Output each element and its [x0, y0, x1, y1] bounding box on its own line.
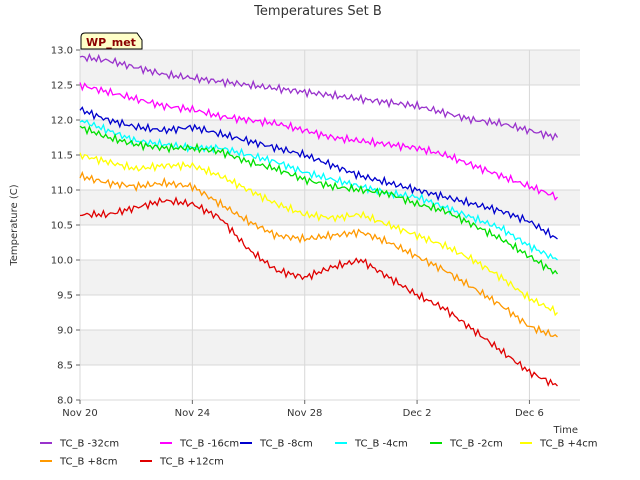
grid-band	[80, 120, 580, 155]
grid-band	[80, 330, 580, 365]
series-line-6	[79, 170, 558, 338]
y-axis-label: Temperature (C)	[9, 184, 20, 266]
grid-band	[80, 190, 580, 225]
y-tick-label: 12.0	[51, 116, 73, 127]
x-axis-ticks: Nov 20 Nov 24 Nov 28 Dec 2 Dec 6	[62, 400, 544, 419]
legend-label-0: TC_B -32cm	[59, 439, 119, 450]
badge-label: WP_met	[86, 36, 136, 49]
chart-title: Temperatures Set B	[253, 4, 382, 19]
y-tick-label: 11.5	[51, 151, 73, 162]
y-tick-label: 10.0	[51, 256, 73, 267]
y-tick-label: 10.5	[51, 221, 73, 232]
y-tick-label: 13.0	[51, 46, 73, 57]
y-tick-label: 8.5	[57, 361, 73, 372]
badge-box	[80, 32, 143, 50]
series-line-3	[79, 119, 558, 261]
x-axis-label: Time	[553, 425, 578, 436]
series-line-2	[79, 106, 558, 240]
x-tick-label: Dec 6	[515, 408, 544, 419]
y-axis-ticks: 8.0 8.5 9.0 9.5 10.0 10.5 11.0 11.5 12.0 12.5 13.0	[51, 46, 80, 407]
x-tick-label: Nov 28	[287, 408, 322, 419]
legend-label-4: TC_B -2cm	[449, 439, 503, 450]
grid-band	[80, 50, 580, 85]
x-tick-label: Nov 24	[175, 408, 210, 419]
station-badge: WP_met	[80, 32, 143, 50]
series-line-0	[79, 52, 559, 142]
y-tick-label: 12.5	[51, 81, 73, 92]
y-tick-label: 11.0	[51, 186, 73, 197]
x-tick-label: Nov 20	[62, 408, 97, 419]
series-line-1	[79, 82, 558, 201]
y-tick-label: 8.0	[57, 396, 73, 407]
series-line-5	[79, 152, 558, 317]
y-tick-label: 9.5	[57, 291, 73, 302]
legend-label-3: TC_B -4cm	[354, 439, 408, 450]
legend-label-6: TC_B +8cm	[59, 457, 118, 468]
series-line-7	[79, 196, 558, 387]
legend-label-7: TC_B +12cm	[159, 457, 224, 468]
y-tick-label: 9.0	[57, 326, 73, 337]
legend-label-2: TC_B -8cm	[259, 439, 313, 450]
legend: TC_B -32cm TC_B -16cm TC_B -8cm TC_B -4cm TC…	[40, 439, 598, 468]
x-tick-label: Dec 2	[403, 408, 432, 419]
legend-label-1: TC_B -16cm	[179, 439, 239, 450]
legend-label-5: TC_B +4cm	[539, 439, 598, 450]
series-lines	[79, 52, 559, 387]
series-line-4	[79, 125, 559, 275]
gridlines	[79, 49, 580, 401]
